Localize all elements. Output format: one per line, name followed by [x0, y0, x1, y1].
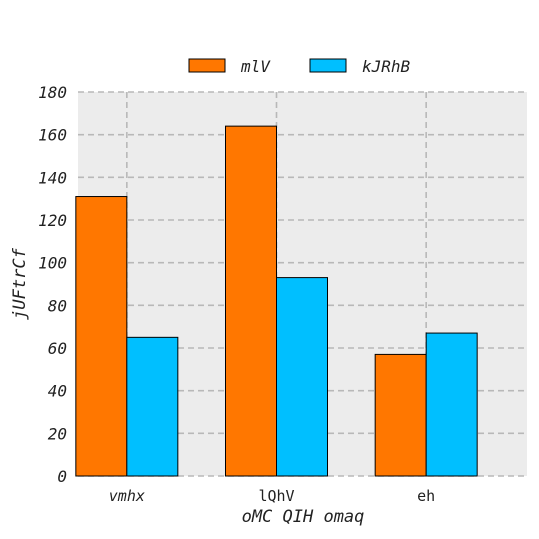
- bar-mlV-vmhx: [75, 196, 128, 477]
- y-tick-label: 160: [38, 126, 67, 145]
- y-tick-label: 60: [48, 339, 67, 358]
- y-tick-label: 140: [38, 168, 67, 187]
- y-tick-label: 20: [48, 424, 67, 443]
- x-tick-label: vmhx: [109, 487, 145, 505]
- bar-kJRhB-eh: [425, 332, 478, 477]
- x-tick-label: eh: [417, 487, 435, 505]
- x-tick-labels: vmhx lQhV eh: [109, 487, 435, 505]
- y-tick-label: 80: [48, 296, 67, 315]
- bar-mlV-lQhV: [225, 125, 277, 477]
- legend-swatch-kJRhB: [309, 58, 347, 73]
- x-tick-label: lQhV: [258, 487, 294, 505]
- legend-swatch-mlV: [188, 58, 226, 73]
- legend-label-kJRhB: kJRhB: [362, 57, 411, 76]
- y-axis-title: jUFtrCf: [10, 247, 30, 319]
- legend-label-mlV: mlV: [240, 57, 271, 76]
- y-tick-label: 180: [38, 83, 67, 102]
- legend: mlV kJRhB: [188, 57, 411, 76]
- y-tick-label: 40: [48, 382, 67, 401]
- y-tick-label: 120: [38, 211, 67, 230]
- bar-kJRhB-vmhx: [126, 336, 179, 477]
- y-tick-label: 0: [57, 467, 67, 486]
- y-tick-label: 100: [38, 254, 67, 273]
- x-axis-title: oMC QIH omaq: [242, 507, 365, 527]
- bars-group: [75, 125, 478, 477]
- bar-mlV-eh: [374, 353, 427, 477]
- y-tick-labels: 0 20 40 60 80 100 120 140 160 180: [38, 83, 67, 486]
- bar-kJRhB-lQhV: [276, 277, 328, 477]
